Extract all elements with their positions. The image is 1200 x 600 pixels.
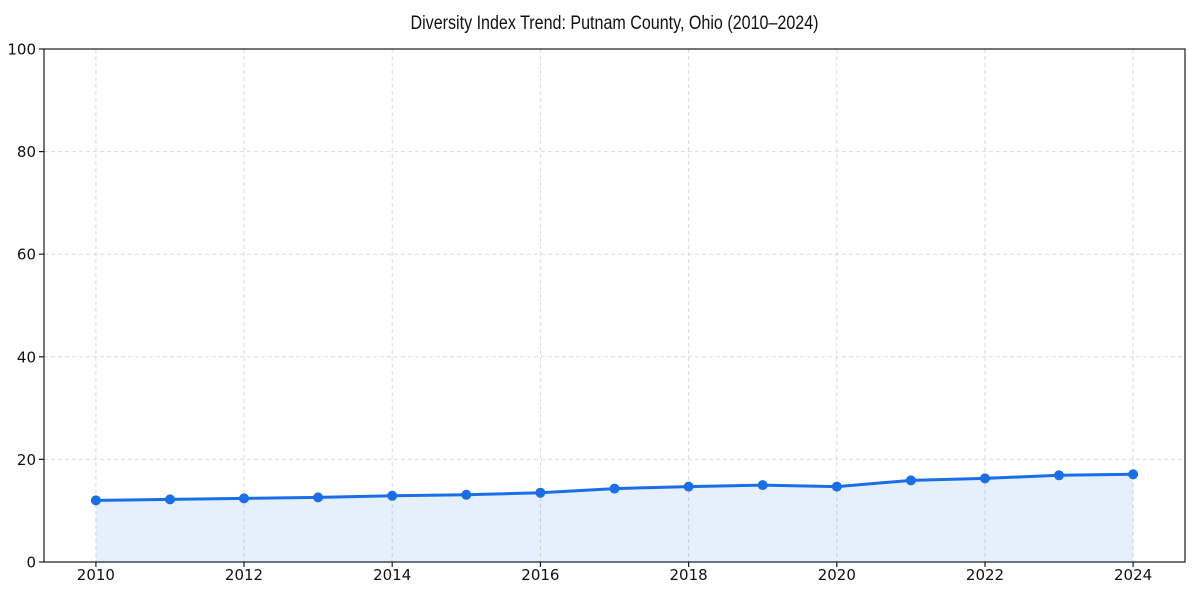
data-point-2011 xyxy=(165,494,175,505)
data-point-2023 xyxy=(1054,470,1064,481)
data-point-2018 xyxy=(683,481,694,492)
y-tick-label: 80 xyxy=(17,143,36,161)
x-tick-label: 2024 xyxy=(1114,566,1152,584)
x-tick-label: 2012 xyxy=(225,566,263,584)
x-tick-label: 2020 xyxy=(818,566,856,584)
x-tick-label: 2022 xyxy=(966,566,1004,584)
x-tick-label: 2018 xyxy=(670,566,708,584)
data-point-2010 xyxy=(90,495,101,506)
data-point-2016 xyxy=(535,487,546,498)
plot-border xyxy=(43,48,1186,563)
y-tick-label: 20 xyxy=(17,451,36,469)
data-point-2014 xyxy=(387,490,398,501)
data-point-2015 xyxy=(461,489,472,500)
x-tick-label: 2016 xyxy=(521,566,559,584)
area-fill xyxy=(95,474,1134,562)
data-point-2012 xyxy=(239,493,249,504)
data-point-2022 xyxy=(980,473,990,484)
x-tick-label: 2014 xyxy=(373,566,411,584)
y-tick-label: 100 xyxy=(7,41,36,59)
y-tick-label: 40 xyxy=(17,348,36,366)
data-point-2020 xyxy=(831,481,842,492)
chart-title: Diversity Index Trend: Putnam County, Oh… xyxy=(411,12,819,34)
data-point-2013 xyxy=(313,492,324,503)
x-tick-label: 2010 xyxy=(77,566,115,584)
y-tick-label: 0 xyxy=(26,554,36,572)
data-point-2019 xyxy=(757,480,768,491)
data-point-2024 xyxy=(1128,469,1139,480)
y-tick-label: 60 xyxy=(17,246,36,264)
data-point-2017 xyxy=(609,483,620,494)
data-point-2021 xyxy=(905,475,916,486)
